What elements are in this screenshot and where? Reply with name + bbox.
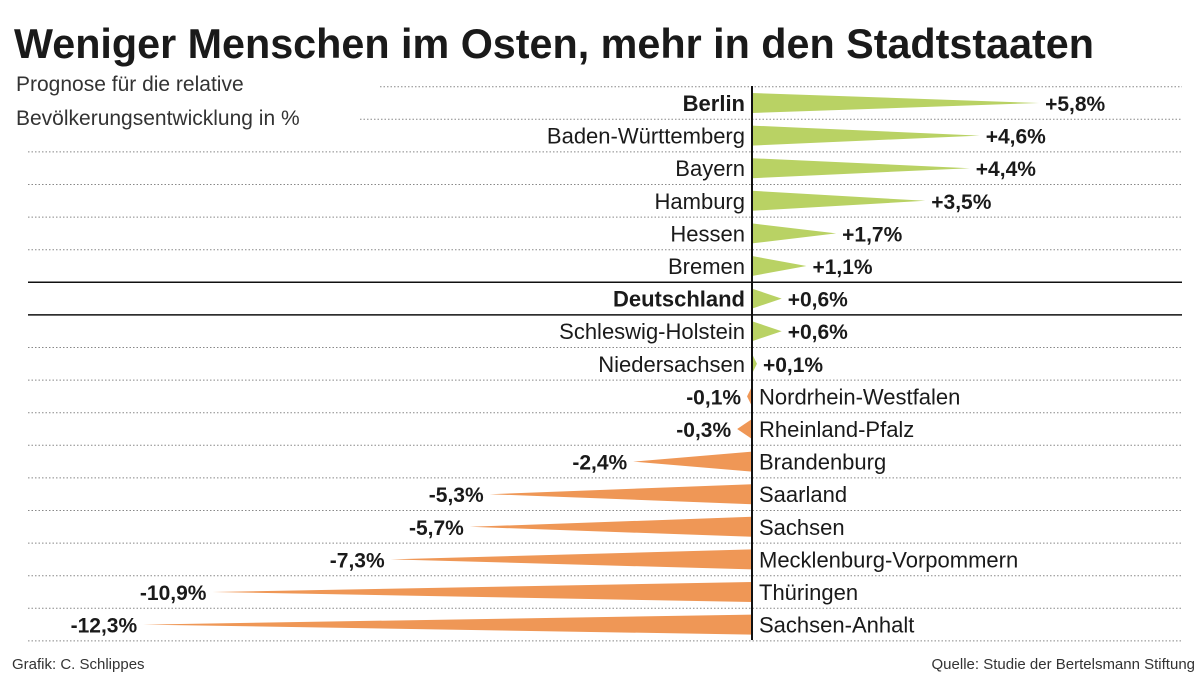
category-label: Mecklenburg-Vorpommern [759,547,1018,572]
value-label: -0,3% [676,419,731,442]
value-label: -5,7% [409,517,464,540]
value-label: +0,1% [763,354,823,377]
bar-hessen [752,223,837,244]
bar-schleswig-holstein [752,321,782,342]
value-label: +0,6% [788,321,848,344]
bar-nordrhein-westfalen [747,386,752,407]
chart-subtitle-line-1: Prognose für die relative [16,73,244,96]
category-label: Bayern [675,156,745,181]
bar-bremen [752,256,807,276]
bar-bayern [752,158,970,179]
value-label: +1,7% [842,223,902,246]
chart-subtitle-line-2: Bevölkerungsentwicklung in % [16,107,300,130]
category-label: Brandenburg [759,450,886,475]
category-label: Nordrhein-Westfalen [759,384,960,409]
category-label: Sachsen [759,515,845,540]
bar-brandenburg [633,451,752,472]
category-label: Berlin [683,91,745,116]
value-label: +0,6% [788,289,848,312]
bar-baden-württemberg [752,125,980,146]
category-label: Hessen [670,221,745,246]
bar-rheinland-pfalz [737,419,752,439]
category-label: Bremen [668,254,745,279]
category-label: Schleswig-Holstein [559,319,745,344]
bar-thüringen [212,582,752,602]
category-label: Deutschland [613,287,745,312]
category-label: Rheinland-Pfalz [759,417,914,442]
bar-saarland [489,484,752,505]
value-label: -10,9% [140,582,207,605]
chart-rows: Berlin +5,8% Baden-Württemberg +4,6% Bayern +… [28,86,1182,642]
bar-sachsen-anhalt [143,614,752,635]
value-label: -0,1% [686,386,741,409]
bar-hamburg [752,190,926,211]
value-label: -12,3% [71,615,138,638]
bar-berlin [752,93,1040,113]
value-label: -5,3% [429,484,484,507]
bar-deutschland [752,288,782,309]
category-label: Sachsen-Anhalt [759,613,914,638]
chart-title: Weniger Menschen im Osten, mehr in den S… [14,20,1094,67]
value-label: +1,1% [812,256,872,279]
category-label: Hamburg [655,189,745,214]
value-label: +4,4% [976,158,1036,181]
value-label: +3,5% [931,191,991,214]
bar-sachsen [469,516,752,537]
category-label: Niedersachsen [598,352,745,377]
value-label: -7,3% [330,549,385,572]
bar-mecklenburg-vorpommern [390,549,752,570]
value-label: +4,6% [986,126,1046,149]
value-label: +5,8% [1045,93,1105,116]
bar-niedersachsen [752,353,757,374]
category-label: Baden-Württemberg [547,124,745,149]
footer-source: Quelle: Studie der Bertelsmann Stiftung [932,656,1195,673]
footer-credit: Grafik: C. Schlippes [12,656,145,673]
category-label: Saarland [759,482,847,507]
category-label: Thüringen [759,580,858,605]
value-label: -2,4% [572,452,627,475]
